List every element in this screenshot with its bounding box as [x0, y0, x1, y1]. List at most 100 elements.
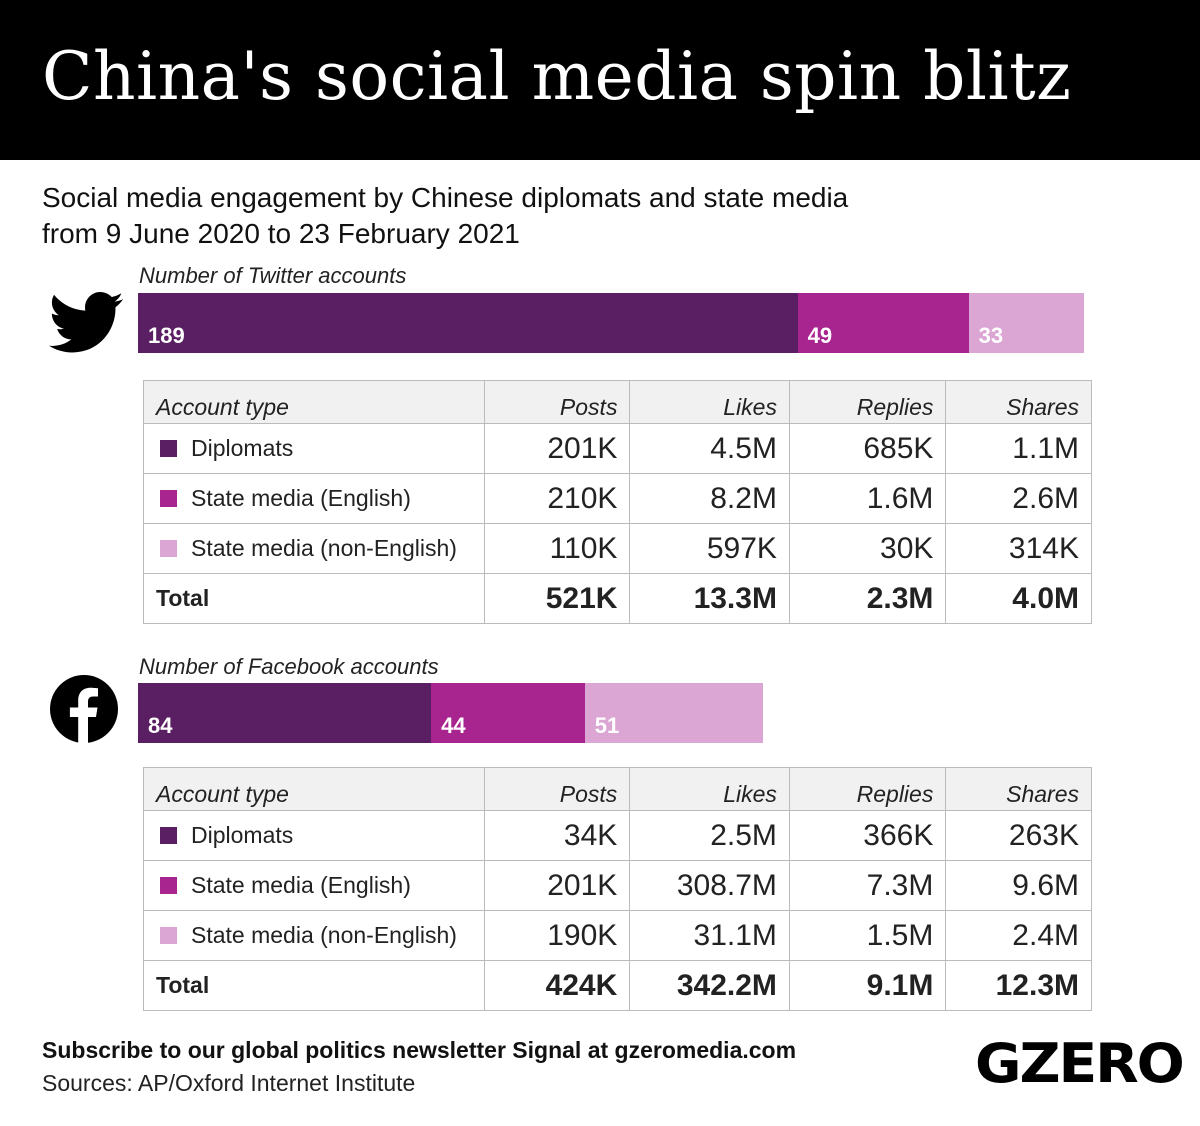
legend-swatch	[160, 440, 177, 457]
table-header-row: Account type Posts Likes Replies Shares	[143, 380, 1092, 424]
account-type-label: Diplomats	[191, 435, 294, 461]
value-cell: 13.3M	[629, 573, 790, 624]
bar-segment: 51	[584, 683, 763, 743]
value-cell: 2.3M	[788, 573, 947, 624]
value-cell: 308.7M	[629, 860, 790, 911]
value-cell: 1.1M	[945, 423, 1092, 474]
value-cell: 201K	[483, 423, 631, 474]
bar-value-label: 33	[978, 323, 1004, 348]
value-cell: 34K	[483, 810, 631, 861]
column-header: Shares	[945, 380, 1092, 424]
account-type-label: State media (non-English)	[191, 535, 457, 561]
value-cell: 201K	[483, 860, 631, 911]
bar-segment: 189	[138, 293, 798, 353]
table-row: State media (non-English) 110K 597K 30K 314K	[143, 523, 1092, 574]
sources-note: Sources: AP/Oxford Internet Institute	[42, 1070, 416, 1096]
table-row: Diplomats 201K 4.5M 685K 1.1M	[143, 423, 1092, 474]
account-type-label: State media (non-English)	[191, 922, 457, 948]
bar-segment: 49	[797, 293, 969, 353]
value-cell: 12.3M	[945, 960, 1092, 1011]
column-header: Likes	[629, 767, 790, 811]
account-type-cell: State media (English)	[143, 473, 485, 524]
table-header-row: Account type Posts Likes Replies Shares	[143, 767, 1092, 811]
gzero-logo: GZERO	[975, 1032, 1185, 1095]
bar-segment: 33	[968, 293, 1084, 353]
value-cell: 342.2M	[629, 960, 790, 1011]
value-cell: 4.5M	[629, 423, 790, 474]
value-cell: 190K	[483, 910, 631, 961]
bar-segment: 84	[138, 683, 432, 743]
value-cell: 2.5M	[629, 810, 790, 861]
value-cell: 31.1M	[629, 910, 790, 961]
value-cell: 685K	[788, 423, 947, 474]
value-cell: 9.6M	[945, 860, 1092, 911]
value-cell: 597K	[629, 523, 790, 574]
newsletter-promo: Subscribe to our global politics newslet…	[42, 1037, 797, 1063]
value-cell: 9.1M	[788, 960, 947, 1011]
column-header: Account type	[143, 380, 485, 424]
account-type-cell: Diplomats	[143, 810, 485, 861]
value-cell: 4.0M	[945, 573, 1092, 624]
legend-swatch	[160, 540, 177, 557]
legend-swatch	[160, 827, 177, 844]
total-row: Total 521K 13.3M 2.3M 4.0M	[143, 573, 1092, 624]
legend-swatch	[160, 490, 177, 507]
value-cell: 8.2M	[629, 473, 790, 524]
twitter-engagement-table: Account type Posts Likes Replies Shares Diplo…	[143, 380, 1092, 624]
column-header: Posts	[483, 380, 631, 424]
account-type-label: Total	[156, 972, 210, 998]
bar-value-label: 84	[148, 713, 173, 738]
account-type-cell: State media (English)	[143, 860, 485, 911]
account-type-label: State media (English)	[191, 872, 411, 898]
column-header: Account type	[143, 767, 485, 811]
account-type-label: Diplomats	[191, 822, 294, 848]
value-cell: 7.3M	[788, 860, 947, 911]
column-header: Shares	[945, 767, 1092, 811]
title-banner: China's social media spin blitz	[0, 0, 1200, 160]
legend-swatch	[160, 877, 177, 894]
value-cell: 2.4M	[945, 910, 1092, 961]
facebook-icon	[50, 675, 118, 743]
account-type-cell: Total	[143, 573, 485, 624]
value-cell: 1.6M	[788, 473, 947, 524]
table-row: State media (English) 201K 308.7M 7.3M 9.6M	[143, 860, 1092, 911]
twitter-bird-icon	[48, 292, 124, 353]
value-cell: 210K	[483, 473, 631, 524]
total-row: Total 424K 342.2M 9.1M 12.3M	[143, 960, 1092, 1011]
account-type-cell: Diplomats	[143, 423, 485, 474]
page-title: China's social media spin blitz	[42, 38, 1072, 115]
value-cell: 2.6M	[945, 473, 1092, 524]
facebook-engagement-table: Account type Posts Likes Replies Shares Diplo…	[143, 767, 1092, 1011]
account-type-cell: State media (non-English)	[143, 523, 485, 574]
account-type-cell: State media (non-English)	[143, 910, 485, 961]
table-row: State media (English) 210K 8.2M 1.6M 2.6M	[143, 473, 1092, 524]
subtitle: Social media engagement by Chinese diplo…	[42, 180, 848, 252]
column-header: Posts	[483, 767, 631, 811]
value-cell: 30K	[788, 523, 947, 574]
bar-segment: 44	[431, 683, 585, 743]
column-header: Likes	[629, 380, 790, 424]
bar-value-label: 51	[594, 713, 620, 738]
account-type-cell: Total	[143, 960, 485, 1011]
account-type-label: State media (English)	[191, 485, 411, 511]
column-header: Replies	[788, 380, 947, 424]
bar-value-label: 189	[148, 323, 185, 348]
twitter-bar-title: Number of Twitter accounts	[139, 263, 407, 288]
value-cell: 366K	[788, 810, 947, 861]
account-type-label: Total	[156, 585, 210, 611]
legend-swatch	[160, 927, 177, 944]
bar-value-label: 44	[441, 713, 466, 738]
subtitle-line-1: Social media engagement by Chinese diplo…	[42, 182, 849, 213]
value-cell: 263K	[945, 810, 1092, 861]
subtitle-line-2: from 9 June 2020 to 23 February 2021	[42, 218, 520, 249]
value-cell: 1.5M	[788, 910, 947, 961]
table-row: State media (non-English) 190K 31.1M 1.5M 2.…	[143, 910, 1092, 961]
value-cell: 521K	[483, 573, 631, 624]
facebook-bar-title: Number of Facebook accounts	[139, 654, 439, 679]
value-cell: 110K	[483, 523, 631, 574]
value-cell: 424K	[483, 960, 631, 1011]
table-row: Diplomats 34K 2.5M 366K 263K	[143, 810, 1092, 861]
column-header: Replies	[788, 767, 947, 811]
value-cell: 314K	[945, 523, 1092, 574]
bar-value-label: 49	[807, 323, 833, 348]
